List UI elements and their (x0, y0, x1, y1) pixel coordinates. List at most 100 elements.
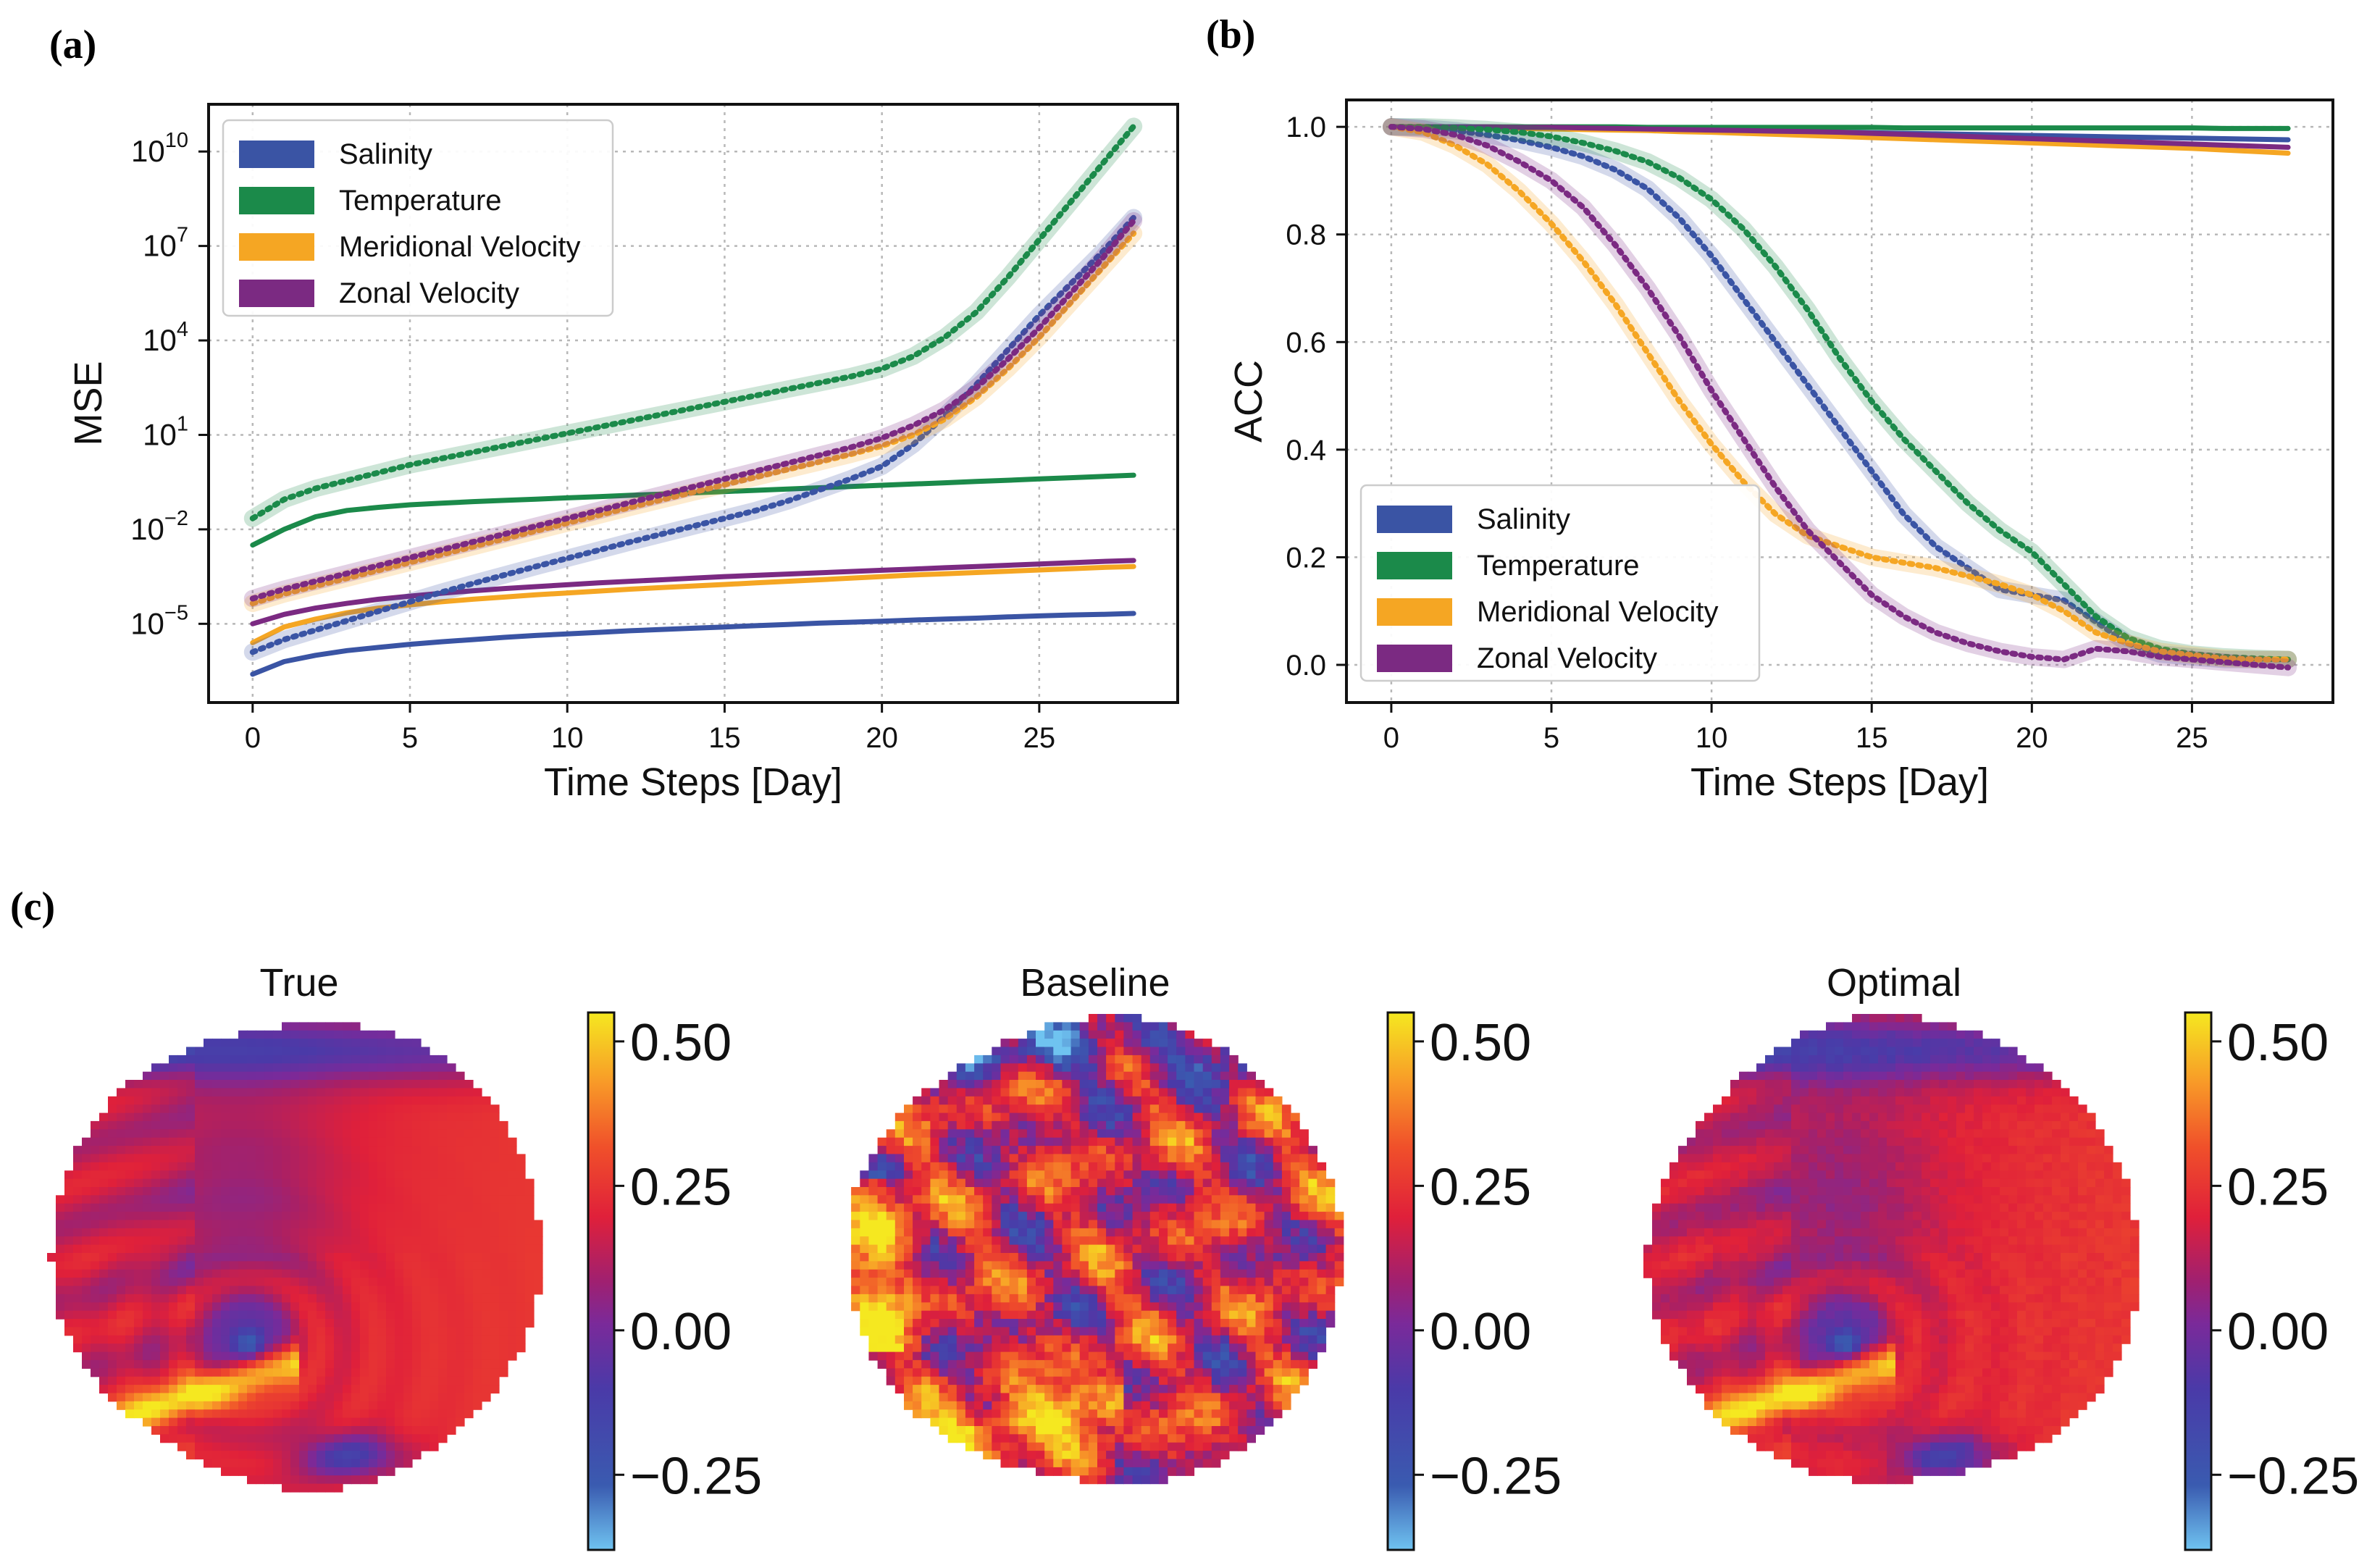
heatmap-cell (1000, 1261, 1010, 1270)
heatmap-cell (230, 1146, 239, 1155)
heatmap-cell (1018, 1220, 1028, 1229)
heatmap-cell (1123, 1120, 1134, 1130)
heatmap-cell (1229, 1080, 1239, 1089)
heatmap-cell (1211, 1047, 1221, 1056)
heatmap-cell (351, 1351, 361, 1361)
heatmap-cell (1159, 1286, 1168, 1295)
heatmap-cell (386, 1120, 395, 1130)
heatmap-cell (360, 1261, 369, 1270)
heatmap-cell (983, 1178, 992, 1188)
heatmap-cell (412, 1170, 422, 1180)
heatmap-cell (151, 1088, 161, 1097)
colorbar-tick-label: 0.25 (630, 1158, 732, 1216)
heatmap-cell (177, 1203, 187, 1212)
heatmap-cell (1062, 1409, 1072, 1419)
heatmap-cell (1229, 1393, 1239, 1402)
heatmap-cell (221, 1319, 230, 1328)
heatmap-cell (108, 1302, 117, 1312)
heatmap-cell (868, 1203, 879, 1212)
heatmap-cell (299, 1302, 309, 1312)
heatmap-cell (490, 1368, 500, 1378)
heatmap-cell (447, 1146, 456, 1155)
heatmap-cell (186, 1162, 196, 1171)
heatmap-cell (317, 1483, 326, 1493)
heatmap-cell (992, 1080, 1001, 1089)
heatmap-cell (1264, 1212, 1274, 1221)
heatmap-cell (204, 1351, 213, 1361)
heatmap-cell (1044, 1162, 1054, 1171)
heatmap-cell (1026, 1393, 1036, 1402)
heatmap-cell (273, 1442, 282, 1451)
heatmap-cell (290, 1195, 300, 1204)
heatmap-cell (221, 1212, 230, 1221)
heatmap-cell (1026, 1426, 1036, 1435)
heatmap-cell (1088, 1178, 1098, 1188)
heatmap-cell (134, 1409, 143, 1419)
legend-box (222, 119, 614, 317)
heatmap-cell (438, 1096, 448, 1105)
heatmap-cell (386, 1055, 395, 1064)
heatmap-cell (1211, 1203, 1221, 1212)
heatmap-cell (499, 1343, 508, 1353)
heatmap-cell (230, 1261, 239, 1270)
heatmap-cell (1246, 1434, 1256, 1443)
heatmap-cell (1202, 1104, 1212, 1114)
heatmap-cell (360, 1253, 369, 1262)
heatmap-cell (256, 1359, 265, 1369)
heatmap-cell (117, 1253, 126, 1262)
heatmap-cell (1281, 1286, 1291, 1295)
heatmap-cell (965, 1228, 975, 1237)
heatmap-cell (930, 1351, 940, 1361)
heatmap-cell (1026, 1442, 1036, 1451)
heatmap-cell (317, 1451, 326, 1460)
heatmap-cell (1168, 1319, 1177, 1328)
heatmap-cell (421, 1401, 430, 1410)
heatmap-cell (1273, 1120, 1283, 1130)
heatmap-cell (1229, 1195, 1239, 1204)
heatmap-cell (947, 1310, 958, 1320)
heatmap-cell (91, 1137, 100, 1146)
heatmap-cell (386, 1178, 395, 1188)
heatmap-cell (1106, 1014, 1115, 1023)
heatmap-cell (125, 1393, 135, 1402)
y-tick-label: 0.8 (1286, 219, 1326, 251)
heatmap-cell (1246, 1195, 1256, 1204)
heatmap-cell (299, 1112, 309, 1122)
heatmap-cell (221, 1104, 230, 1114)
heatmap-cell (290, 1310, 300, 1320)
heatmap-cell (956, 1228, 966, 1237)
heatmap-cell (1168, 1022, 1177, 1031)
heatmap-cell (221, 1162, 230, 1171)
heatmap-cell (73, 1302, 83, 1312)
heatmap-cell (851, 1244, 860, 1254)
heatmap-cell (412, 1236, 422, 1246)
heatmap-cell (956, 1104, 966, 1114)
heatmap-cell (1070, 1376, 1081, 1385)
heatmap-cell (238, 1187, 248, 1196)
heatmap-cell (1141, 1096, 1151, 1105)
heatmap-cell (1229, 1096, 1239, 1105)
heatmap-cell (499, 1335, 508, 1344)
heatmap-cell (351, 1129, 361, 1139)
heatmap-cell (1079, 1261, 1089, 1270)
heatmap-cell (1009, 1401, 1019, 1410)
heatmap-cell (377, 1451, 387, 1460)
heatmap-cell (1220, 1253, 1230, 1262)
heatmap-cell (264, 1467, 274, 1476)
heatmap-cell (290, 1385, 300, 1394)
heatmap-cell (1264, 1203, 1274, 1212)
heatmap-cell (334, 1080, 343, 1089)
heatmap-cell (992, 1162, 1001, 1171)
heatmap-cell (1044, 1426, 1054, 1435)
heatmap-cell (386, 1195, 395, 1204)
heatmap-cell (308, 1368, 317, 1378)
heatmap-cell (438, 1417, 448, 1427)
heatmap-cell (264, 1244, 274, 1254)
heatmap-cell (212, 1047, 222, 1056)
heatmap-cell (1159, 1228, 1168, 1237)
heatmap-cell (1123, 1302, 1134, 1312)
heatmap-cell (186, 1146, 196, 1155)
heatmap-cell (264, 1327, 274, 1336)
heatmap-cell (464, 1393, 474, 1402)
heatmap-cell (456, 1417, 465, 1427)
